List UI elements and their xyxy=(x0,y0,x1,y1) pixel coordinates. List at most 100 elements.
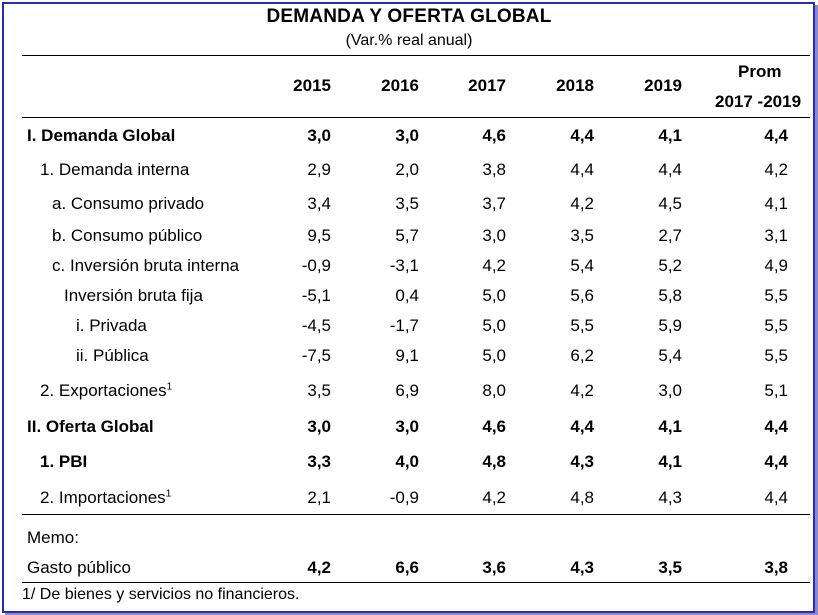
table-row-7-value-0: -7,5 xyxy=(301,346,331,365)
table-row-7-value-5: 5,5 xyxy=(764,346,788,365)
table-row-7-value-3: 6,2 xyxy=(570,346,594,365)
table-row-5-value-4: 5,8 xyxy=(658,286,682,305)
table-row-6-value-5: 5,5 xyxy=(764,316,788,335)
table-row-10-value-2: 4,8 xyxy=(482,452,506,471)
table-row-0-value-5: 4,4 xyxy=(764,126,788,145)
memo-row-value-2: 3,6 xyxy=(482,558,506,577)
table-row-9-value-1: 3,0 xyxy=(395,417,419,436)
table-row-8-value-4: 3,0 xyxy=(658,381,682,400)
table-row-5-value-0: -5,1 xyxy=(301,286,331,305)
table-row-8-value-2: 8,0 xyxy=(482,381,506,400)
table-row-6-label-text: i. Privada xyxy=(76,316,147,335)
table-row-4-label-text: c. Inversión bruta interna xyxy=(52,256,240,275)
table-row-7-label: ii. Pública xyxy=(76,346,149,366)
table-row-11-footnote-marker: 1 xyxy=(165,488,172,500)
table-row-8-value-1: 6,9 xyxy=(395,381,419,400)
table-row-0-value-0: 3,0 xyxy=(307,126,331,145)
col-header-2016: 2016 xyxy=(381,76,419,95)
table-row-9-label-text: II. Oferta Global xyxy=(27,417,154,436)
table-row-1-value-5: 4,2 xyxy=(764,160,788,179)
table-row-10-value-3: 4,3 xyxy=(570,452,594,471)
table-row-0-label: I. Demanda Global xyxy=(27,126,175,146)
memo-row-label: Gasto público xyxy=(27,558,131,578)
table-row-6-value-2: 5,0 xyxy=(482,316,506,335)
table-row-10-label-text: 1. PBI xyxy=(40,452,88,471)
table-row-5-value-2: 5,0 xyxy=(482,286,506,305)
table-row-6-value-3: 5,5 xyxy=(570,316,594,335)
table-row-4-value-3: 5,4 xyxy=(570,256,594,275)
table-row-2-value-4: 4,5 xyxy=(658,194,682,213)
table-row-8-footnote-marker: 1 xyxy=(166,381,173,393)
table-row-11-value-1: -0,9 xyxy=(389,488,419,507)
table-row-11-value-4: 4,3 xyxy=(658,488,682,507)
table-row-4-value-5: 4,9 xyxy=(764,256,788,275)
table-row-5-value-1: 0,4 xyxy=(395,286,419,305)
table-row-8-value-5: 5,1 xyxy=(764,381,788,400)
table-row-10-value-1: 4,0 xyxy=(395,452,419,471)
divider-memo xyxy=(22,514,810,515)
table-row-1-label-text: 1. Demanda interna xyxy=(40,160,190,179)
table-row-3-label-text: b. Consumo público xyxy=(52,226,203,245)
table-row-3-value-3: 3,5 xyxy=(570,226,594,245)
table-row-3-value-4: 2,7 xyxy=(658,226,682,245)
table-row-3-value-5: 3,1 xyxy=(764,226,788,245)
table-row-4-value-1: -3,1 xyxy=(389,256,419,275)
table-row-1-value-4: 4,4 xyxy=(658,160,682,179)
memo-label: Memo: xyxy=(27,528,79,547)
table-row-4-value-2: 4,2 xyxy=(482,256,506,275)
table-row-11-value-3: 4,8 xyxy=(570,488,594,507)
table-row-5-value-3: 5,6 xyxy=(570,286,594,305)
table-row-4-value-4: 5,2 xyxy=(658,256,682,275)
memo-row-value-3: 4,3 xyxy=(570,558,594,577)
table-row-10-value-4: 4,1 xyxy=(658,452,682,471)
memo-row-value-5: 3,8 xyxy=(764,558,788,577)
table-row-6-value-0: -4,5 xyxy=(301,316,331,335)
table-row-0-value-3: 4,4 xyxy=(570,126,594,145)
table-row-11-label: 2. Importaciones1 xyxy=(40,488,171,508)
divider-top xyxy=(22,55,810,56)
table-row-10-value-0: 3,3 xyxy=(307,452,331,471)
table-row-1-value-0: 2,9 xyxy=(307,160,331,179)
table-row-2-value-3: 4,2 xyxy=(570,194,594,213)
table-row-11-value-5: 4,4 xyxy=(764,488,788,507)
table-row-4-value-0: -0,9 xyxy=(301,256,331,275)
table-row-2-value-0: 3,4 xyxy=(307,194,331,213)
table-row-10-label: 1. PBI xyxy=(40,452,87,472)
memo-row-value-1: 6,6 xyxy=(395,558,419,577)
table-row-7-value-2: 5,0 xyxy=(482,346,506,365)
table-row-11-label-text: 2. Importaciones xyxy=(40,488,166,507)
table-row-8-label-text: 2. Exportaciones xyxy=(40,381,167,400)
col-header-prom-period: 2017 -2019 xyxy=(715,92,802,111)
table-row-5-label: Inversión bruta fija xyxy=(64,286,203,306)
table-row-9-value-3: 4,4 xyxy=(570,417,594,436)
table-row-2-value-1: 3,5 xyxy=(395,194,419,213)
divider-bottom xyxy=(22,582,810,583)
col-header-2018: 2018 xyxy=(556,76,594,95)
table-title: DEMANDA Y OFERTA GLOBAL xyxy=(266,6,552,27)
table-row-7-value-4: 5,4 xyxy=(658,346,682,365)
table-row-0-value-2: 4,6 xyxy=(482,126,506,145)
table-row-2-value-2: 3,7 xyxy=(482,194,506,213)
table-row-2-value-5: 4,1 xyxy=(764,194,788,213)
table-row-8-value-3: 4,2 xyxy=(570,381,594,400)
col-header-2017: 2017 xyxy=(468,76,506,95)
table-row-3-value-2: 3,0 xyxy=(482,226,506,245)
table-row-0-value-4: 4,1 xyxy=(658,126,682,145)
divider-header xyxy=(22,117,810,118)
table-row-8-value-0: 3,5 xyxy=(307,381,331,400)
table-row-5-value-5: 5,5 xyxy=(764,286,788,305)
table-row-7-label-text: ii. Pública xyxy=(76,346,149,365)
table-row-7-value-1: 9,1 xyxy=(395,346,419,365)
table-row-9-value-5: 4,4 xyxy=(764,417,788,436)
table-row-9-label: II. Oferta Global xyxy=(27,417,154,437)
table-row-10-value-5: 4,4 xyxy=(764,452,788,471)
table-row-9-value-0: 3,0 xyxy=(307,417,331,436)
table-row-3-value-0: 9,5 xyxy=(307,226,331,245)
table-row-9-value-2: 4,6 xyxy=(482,417,506,436)
table-row-2-label-text: a. Consumo privado xyxy=(52,194,205,213)
table-row-3-value-1: 5,7 xyxy=(395,226,419,245)
table-row-4-label: c. Inversión bruta interna xyxy=(52,256,239,276)
table-subtitle: (Var.% real anual) xyxy=(345,32,473,49)
table-row-3-label: b. Consumo público xyxy=(52,226,202,246)
